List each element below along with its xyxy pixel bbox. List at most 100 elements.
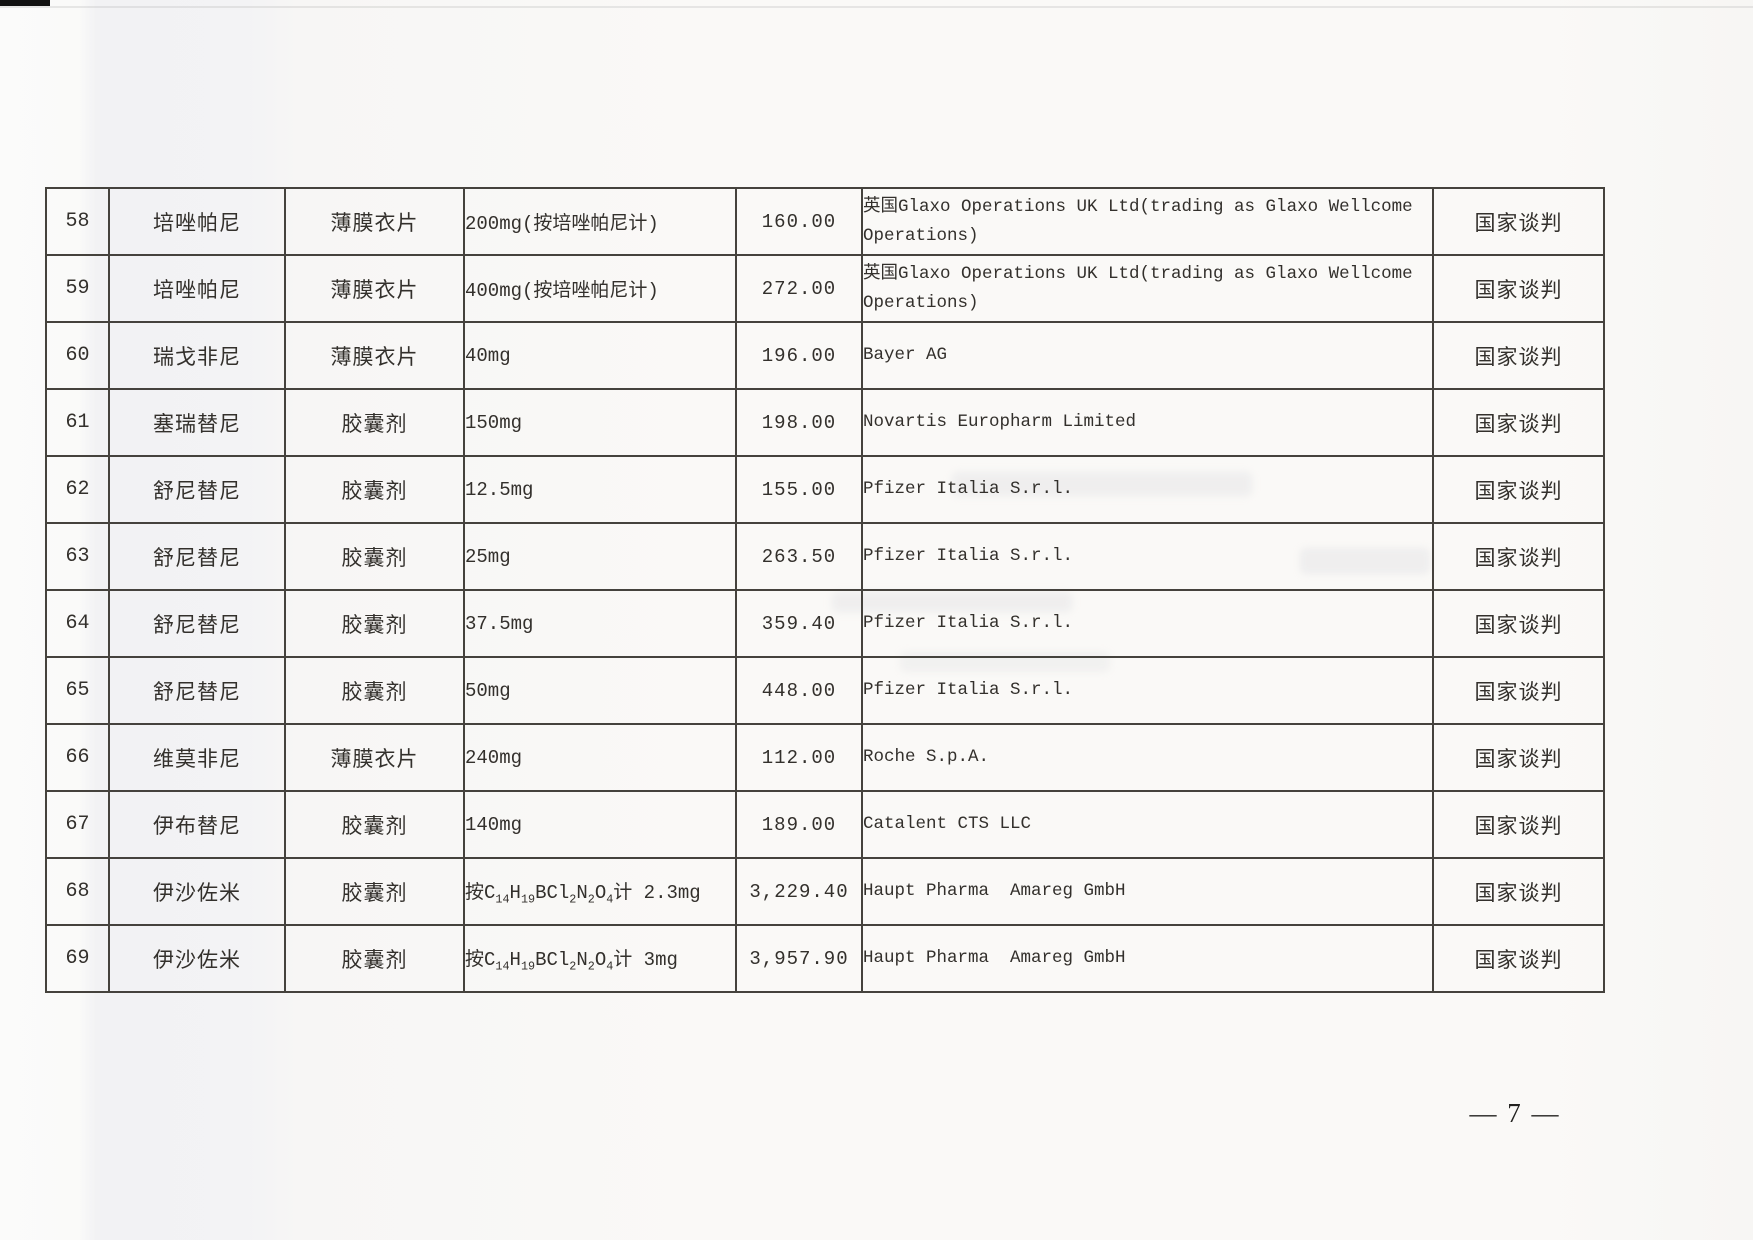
cell-row-number: 65 bbox=[45, 656, 110, 725]
cell-category: 国家谈判 bbox=[1432, 321, 1605, 390]
cell-drug-name: 舒尼替尼 bbox=[108, 589, 286, 658]
cell-drug-name: 伊沙佐米 bbox=[108, 924, 286, 993]
cell-drug-name: 舒尼替尼 bbox=[108, 522, 286, 591]
cell-drug-name: 舒尼替尼 bbox=[108, 455, 286, 524]
cell-category: 国家谈判 bbox=[1432, 522, 1605, 591]
cell-manufacturer: Pfizer Italia S.r.l. bbox=[861, 455, 1434, 524]
cell-row-number: 59 bbox=[45, 254, 110, 323]
cell-category: 国家谈判 bbox=[1432, 790, 1605, 859]
cell-manufacturer: Haupt Pharma Amareg GmbH bbox=[861, 924, 1434, 993]
cell-specification: 200mg(按培唑帕尼计) bbox=[463, 187, 737, 256]
cell-drug-name: 塞瑞替尼 bbox=[108, 388, 286, 457]
cell-row-number: 69 bbox=[45, 924, 110, 993]
cell-row-number: 63 bbox=[45, 522, 110, 591]
cell-dosage-form: 胶囊剂 bbox=[284, 924, 465, 993]
cell-row-number: 62 bbox=[45, 455, 110, 524]
cell-specification: 240mg bbox=[463, 723, 737, 792]
table-row: 67 伊布替尼 胶囊剂 140mg 189.00 Catalent CTS LL… bbox=[45, 790, 1605, 859]
table-row: 64 舒尼替尼 胶囊剂 37.5mg 359.40 Pfizer Italia … bbox=[45, 589, 1605, 658]
cell-category: 国家谈判 bbox=[1432, 656, 1605, 725]
cell-drug-name: 伊沙佐米 bbox=[108, 857, 286, 926]
cell-price: 196.00 bbox=[735, 321, 863, 390]
cell-drug-name: 维莫非尼 bbox=[108, 723, 286, 792]
cell-dosage-form: 薄膜衣片 bbox=[284, 723, 465, 792]
cell-row-number: 58 bbox=[45, 187, 110, 256]
table-row: 66 维莫非尼 薄膜衣片 240mg 112.00 Roche S.p.A. 国… bbox=[45, 723, 1605, 792]
cell-category: 国家谈判 bbox=[1432, 187, 1605, 256]
cell-specification: 400mg(按培唑帕尼计) bbox=[463, 254, 737, 323]
page-number: — 7 — bbox=[1469, 1098, 1561, 1128]
cell-drug-name: 培唑帕尼 bbox=[108, 254, 286, 323]
cell-manufacturer: Bayer AG bbox=[861, 321, 1434, 390]
cell-specification: 150mg bbox=[463, 388, 737, 457]
cell-specification: 140mg bbox=[463, 790, 737, 859]
table-body: 58 培唑帕尼 薄膜衣片 200mg(按培唑帕尼计) 160.00 英国Glax… bbox=[45, 187, 1605, 993]
scan-artifact-mark bbox=[0, 0, 50, 6]
table-row: 62 舒尼替尼 胶囊剂 12.5mg 155.00 Pfizer Italia … bbox=[45, 455, 1605, 524]
cell-dosage-form: 胶囊剂 bbox=[284, 388, 465, 457]
cell-drug-name: 舒尼替尼 bbox=[108, 656, 286, 725]
cell-row-number: 68 bbox=[45, 857, 110, 926]
cell-dosage-form: 薄膜衣片 bbox=[284, 187, 465, 256]
cell-specification: 37.5mg bbox=[463, 589, 737, 658]
table-row: 58 培唑帕尼 薄膜衣片 200mg(按培唑帕尼计) 160.00 英国Glax… bbox=[45, 187, 1605, 256]
cell-dosage-form: 胶囊剂 bbox=[284, 790, 465, 859]
cell-price: 189.00 bbox=[735, 790, 863, 859]
cell-manufacturer: Pfizer Italia S.r.l. bbox=[861, 656, 1434, 725]
cell-specification: 按C14H19BCl2N2O4计 2.3mg bbox=[463, 857, 737, 926]
cell-drug-name: 伊布替尼 bbox=[108, 790, 286, 859]
cell-manufacturer: Pfizer Italia S.r.l. bbox=[861, 589, 1434, 658]
cell-dosage-form: 薄膜衣片 bbox=[284, 254, 465, 323]
cell-dosage-form: 薄膜衣片 bbox=[284, 321, 465, 390]
cell-specification: 25mg bbox=[463, 522, 737, 591]
cell-category: 国家谈判 bbox=[1432, 254, 1605, 323]
cell-specification: 按C14H19BCl2N2O4计 3mg bbox=[463, 924, 737, 993]
cell-price: 160.00 bbox=[735, 187, 863, 256]
cell-price: 448.00 bbox=[735, 656, 863, 725]
cell-price: 155.00 bbox=[735, 455, 863, 524]
cell-manufacturer: 英国Glaxo Operations UK Ltd(trading as Gla… bbox=[861, 187, 1434, 256]
table-row: 59 培唑帕尼 薄膜衣片 400mg(按培唑帕尼计) 272.00 英国Glax… bbox=[45, 254, 1605, 323]
cell-dosage-form: 胶囊剂 bbox=[284, 455, 465, 524]
cell-price: 198.00 bbox=[735, 388, 863, 457]
cell-drug-name: 瑞戈非尼 bbox=[108, 321, 286, 390]
cell-row-number: 67 bbox=[45, 790, 110, 859]
cell-manufacturer: Haupt Pharma Amareg GmbH bbox=[861, 857, 1434, 926]
table-row: 60 瑞戈非尼 薄膜衣片 40mg 196.00 Bayer AG 国家谈判 bbox=[45, 321, 1605, 390]
cell-row-number: 60 bbox=[45, 321, 110, 390]
cell-price: 112.00 bbox=[735, 723, 863, 792]
cell-specification: 12.5mg bbox=[463, 455, 737, 524]
drug-price-table: 58 培唑帕尼 薄膜衣片 200mg(按培唑帕尼计) 160.00 英国Glax… bbox=[45, 187, 1605, 993]
cell-dosage-form: 胶囊剂 bbox=[284, 522, 465, 591]
cell-category: 国家谈判 bbox=[1432, 589, 1605, 658]
cell-category: 国家谈判 bbox=[1432, 455, 1605, 524]
cell-price: 272.00 bbox=[735, 254, 863, 323]
cell-price: 359.40 bbox=[735, 589, 863, 658]
cell-specification: 40mg bbox=[463, 321, 737, 390]
cell-row-number: 66 bbox=[45, 723, 110, 792]
cell-dosage-form: 胶囊剂 bbox=[284, 589, 465, 658]
cell-price: 263.50 bbox=[735, 522, 863, 591]
cell-category: 国家谈判 bbox=[1432, 857, 1605, 926]
table-row: 63 舒尼替尼 胶囊剂 25mg 263.50 Pfizer Italia S.… bbox=[45, 522, 1605, 591]
cell-category: 国家谈判 bbox=[1432, 924, 1605, 993]
cell-price: 3,957.90 bbox=[735, 924, 863, 993]
cell-manufacturer: Pfizer Italia S.r.l. bbox=[861, 522, 1434, 591]
cell-price: 3,229.40 bbox=[735, 857, 863, 926]
cell-row-number: 61 bbox=[45, 388, 110, 457]
cell-category: 国家谈判 bbox=[1432, 388, 1605, 457]
cell-drug-name: 培唑帕尼 bbox=[108, 187, 286, 256]
table-row: 61 塞瑞替尼 胶囊剂 150mg 198.00 Novartis Europh… bbox=[45, 388, 1605, 457]
cell-specification: 50mg bbox=[463, 656, 737, 725]
table-row: 65 舒尼替尼 胶囊剂 50mg 448.00 Pfizer Italia S.… bbox=[45, 656, 1605, 725]
cell-dosage-form: 胶囊剂 bbox=[284, 857, 465, 926]
table-row: 69 伊沙佐米 胶囊剂 按C14H19BCl2N2O4计 3mg 3,957.9… bbox=[45, 924, 1605, 993]
cell-manufacturer: Catalent CTS LLC bbox=[861, 790, 1434, 859]
cell-manufacturer: Novartis Europharm Limited bbox=[861, 388, 1434, 457]
table-row: 68 伊沙佐米 胶囊剂 按C14H19BCl2N2O4计 2.3mg 3,229… bbox=[45, 857, 1605, 926]
cell-dosage-form: 胶囊剂 bbox=[284, 656, 465, 725]
cell-manufacturer: 英国Glaxo Operations UK Ltd(trading as Gla… bbox=[861, 254, 1434, 323]
cell-category: 国家谈判 bbox=[1432, 723, 1605, 792]
cell-manufacturer: Roche S.p.A. bbox=[861, 723, 1434, 792]
